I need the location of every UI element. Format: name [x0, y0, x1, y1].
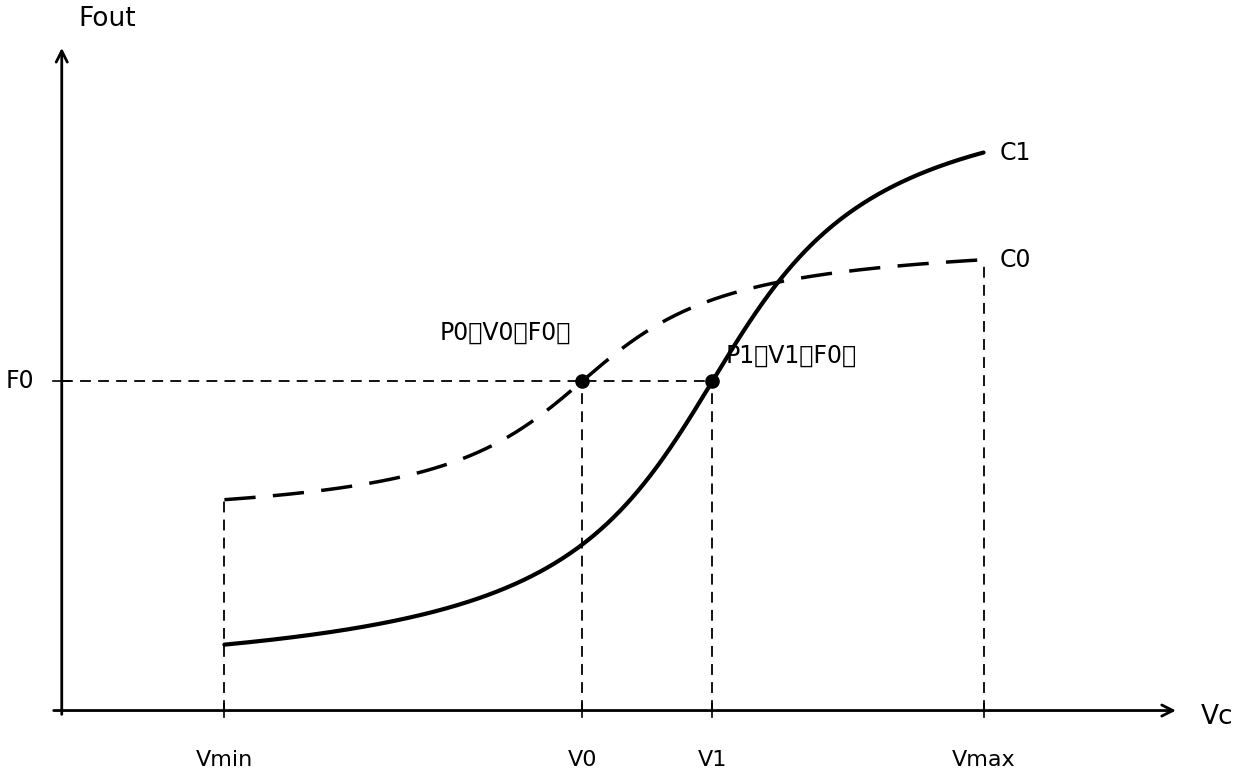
Text: F0: F0 [6, 369, 35, 393]
Text: Vc: Vc [1200, 704, 1233, 730]
Text: V0: V0 [568, 750, 596, 770]
Text: C0: C0 [999, 248, 1032, 272]
Point [573, 375, 593, 387]
Text: Fout: Fout [78, 6, 135, 32]
Point [703, 375, 723, 387]
Text: Vmax: Vmax [952, 750, 1016, 770]
Text: P1（V1，F0）: P1（V1，F0） [725, 344, 857, 368]
Text: V1: V1 [698, 750, 727, 770]
Text: Vmin: Vmin [196, 750, 253, 770]
Text: C1: C1 [999, 140, 1032, 165]
Text: P0（V0，F0）: P0（V0，F0） [440, 321, 572, 345]
